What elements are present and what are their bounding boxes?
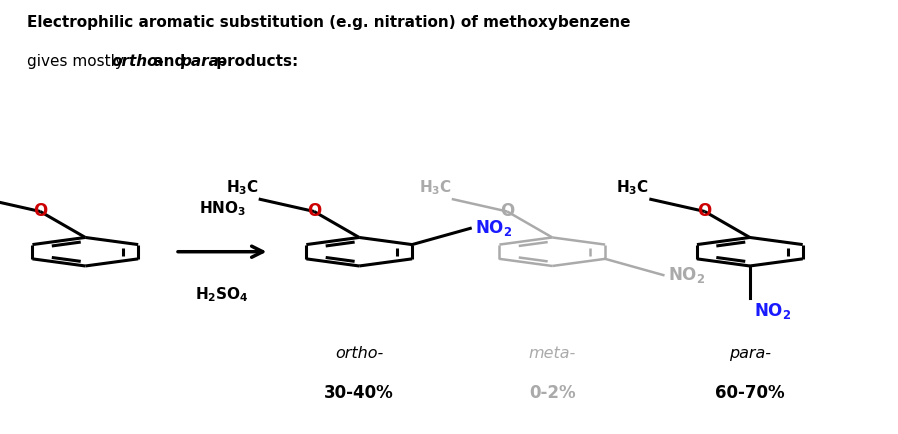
Text: 60-70%: 60-70% [715, 384, 785, 402]
Text: 30-40%: 30-40% [324, 384, 394, 402]
Text: gives mostly: gives mostly [27, 54, 128, 69]
Text: products:: products: [211, 54, 298, 69]
Text: $\mathbf{HNO_3}$: $\mathbf{HNO_3}$ [198, 199, 246, 218]
Text: $\mathbf{H_3C}$: $\mathbf{H_3C}$ [418, 178, 452, 197]
Text: $\mathbf{NO_2}$: $\mathbf{NO_2}$ [475, 218, 512, 238]
Text: ortho-: ortho- [111, 54, 164, 69]
Text: para-: para- [729, 346, 770, 361]
Text: O: O [698, 202, 712, 220]
Text: and: and [148, 54, 190, 69]
Text: Electrophilic aromatic substitution (e.g. nitration) of methoxybenzene: Electrophilic aromatic substitution (e.g… [27, 15, 630, 30]
Text: $\mathbf{H_3C}$: $\mathbf{H_3C}$ [225, 178, 259, 197]
Text: O: O [500, 202, 515, 220]
Text: 0-2%: 0-2% [529, 384, 576, 402]
Text: meta-: meta- [529, 346, 576, 361]
Text: $\mathbf{NO_2}$: $\mathbf{NO_2}$ [668, 265, 705, 285]
Text: O: O [33, 202, 48, 220]
Text: para-: para- [180, 54, 225, 69]
Text: $\mathbf{H_2SO_4}$: $\mathbf{H_2SO_4}$ [196, 286, 249, 305]
Text: ortho-: ortho- [335, 346, 383, 361]
Text: $\mathbf{NO_2}$: $\mathbf{NO_2}$ [754, 301, 791, 321]
Text: O: O [307, 202, 321, 220]
Text: $\mathbf{H_3C}$: $\mathbf{H_3C}$ [616, 178, 649, 197]
